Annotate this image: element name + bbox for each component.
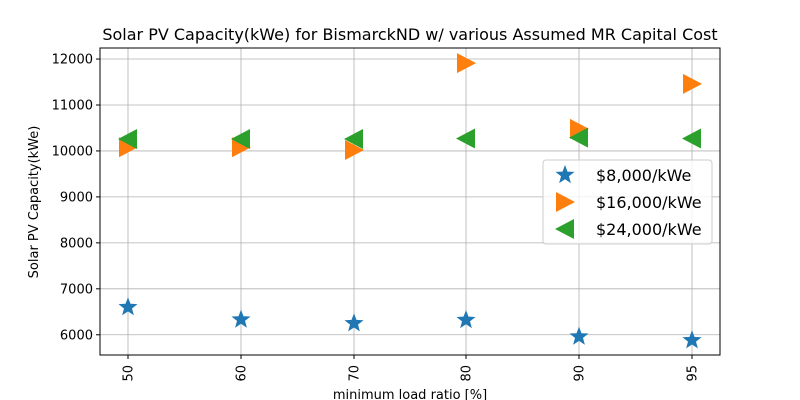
data-point-star xyxy=(682,330,702,349)
plot-frame xyxy=(99,47,721,356)
y-axis-label: Solar PV Capacity(kWe) xyxy=(27,126,42,279)
y-tick-label: 11000 xyxy=(52,98,93,113)
y-tick-label: 9000 xyxy=(60,190,93,205)
data-point-star xyxy=(118,297,138,316)
legend-marker-triangle-left xyxy=(555,219,574,239)
x-tick-label: 90 xyxy=(573,365,588,382)
chart-title: Solar PV Capacity(kWe) for BismarckND w/… xyxy=(102,25,717,44)
legend-label: $16,000/kWe xyxy=(596,193,702,212)
x-tick-label: 95 xyxy=(686,365,701,382)
legend: $8,000/kWe $16,000/kWe $24,000/kWe xyxy=(542,159,713,245)
x-axis-label: minimum load ratio [%] xyxy=(333,388,487,400)
data-marks xyxy=(118,53,702,349)
legend-label: $8,000/kWe xyxy=(596,166,691,185)
y-tick-label: 10000 xyxy=(52,144,93,159)
y-tick-label: 6000 xyxy=(60,328,93,343)
legend-box xyxy=(542,159,713,245)
data-point-triangle-left xyxy=(456,128,475,149)
data-point-star xyxy=(456,310,476,329)
x-tick-label: 70 xyxy=(348,365,363,382)
data-point-triangle-right xyxy=(345,140,364,161)
legend-marker-star xyxy=(555,165,575,184)
y-tick-label: 12000 xyxy=(52,53,93,68)
data-point-triangle-right xyxy=(119,137,138,158)
data-point-triangle-left xyxy=(231,128,250,149)
x-tick-label: 60 xyxy=(235,365,250,382)
x-axis-ticks: 50 60 70 80 90 95 xyxy=(122,355,701,382)
data-point-triangle-right xyxy=(683,73,702,94)
data-point-star xyxy=(569,326,589,345)
x-tick-label: 80 xyxy=(460,365,475,382)
y-tick-label: 7000 xyxy=(60,282,93,297)
data-point-triangle-left xyxy=(682,128,701,149)
legend-label: $24,000/kWe xyxy=(596,220,702,239)
data-point-star xyxy=(231,309,251,328)
legend-marker-triangle-right xyxy=(556,192,575,212)
data-point-triangle-left xyxy=(344,128,363,149)
x-tick-label: 50 xyxy=(122,365,137,382)
data-point-star xyxy=(344,313,364,332)
data-point-triangle-right xyxy=(457,53,476,74)
y-axis-ticks: 6000 7000 8000 9000 10000 11000 12000 xyxy=(52,53,100,343)
data-point-triangle-left xyxy=(569,127,588,148)
data-point-triangle-right xyxy=(232,137,251,158)
data-point-triangle-left xyxy=(118,128,137,149)
data-point-triangle-right xyxy=(570,118,589,139)
y-tick-label: 8000 xyxy=(60,236,93,251)
